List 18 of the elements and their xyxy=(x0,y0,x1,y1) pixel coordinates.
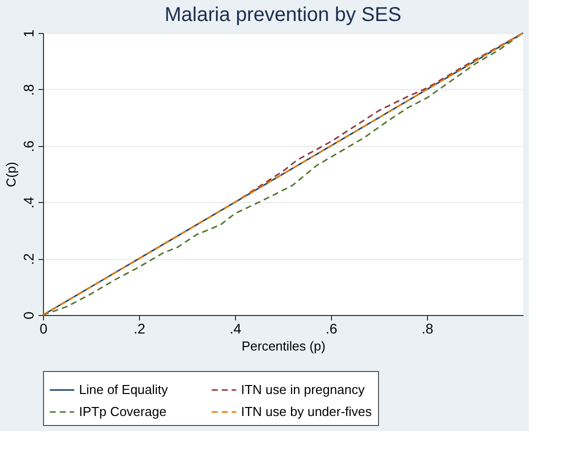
legend-label: ITN use by under-fives xyxy=(241,404,372,419)
legend-label: ITN use in pregnancy xyxy=(241,382,366,397)
x-tick-label: .2 xyxy=(134,320,146,336)
y-tick-label: .8 xyxy=(20,84,36,96)
y-tick-label: .6 xyxy=(20,140,36,152)
y-tick-label: 0 xyxy=(20,311,36,320)
y-axis-title: C(p) xyxy=(4,162,18,188)
x-axis-title: Percentiles (p) xyxy=(242,338,326,354)
y-tick-label: .2 xyxy=(20,253,36,265)
x-tick-label: .6 xyxy=(326,320,338,336)
chart-title: Malaria prevention by SES xyxy=(164,4,402,26)
legend-label: Line of Equality xyxy=(79,382,168,397)
x-tick-label: .4 xyxy=(230,320,242,336)
x-tick-label: .8 xyxy=(422,320,434,336)
y-tick-label: 1 xyxy=(20,29,36,38)
legend-label: IPTp Coverage xyxy=(79,404,166,419)
x-tick-label: 0 xyxy=(40,320,48,336)
y-tick-label: .4 xyxy=(20,196,36,209)
